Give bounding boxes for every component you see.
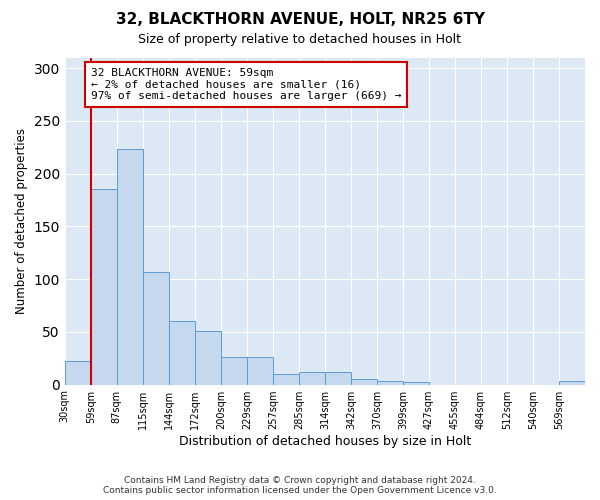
Y-axis label: Number of detached properties: Number of detached properties — [15, 128, 28, 314]
Bar — [143, 272, 169, 384]
Bar — [273, 374, 299, 384]
Bar — [65, 362, 91, 384]
Bar — [325, 372, 351, 384]
Bar — [221, 357, 247, 384]
Bar — [559, 382, 585, 384]
Bar — [169, 322, 195, 384]
Bar — [195, 331, 221, 384]
Bar — [377, 382, 403, 384]
Text: Size of property relative to detached houses in Holt: Size of property relative to detached ho… — [139, 32, 461, 46]
Text: Contains HM Land Registry data © Crown copyright and database right 2024.
Contai: Contains HM Land Registry data © Crown c… — [103, 476, 497, 495]
Bar — [247, 357, 273, 384]
Bar — [351, 380, 377, 384]
Bar — [117, 150, 143, 384]
Bar — [299, 372, 325, 384]
X-axis label: Distribution of detached houses by size in Holt: Distribution of detached houses by size … — [179, 434, 471, 448]
Bar — [403, 382, 429, 384]
Text: 32, BLACKTHORN AVENUE, HOLT, NR25 6TY: 32, BLACKTHORN AVENUE, HOLT, NR25 6TY — [115, 12, 485, 28]
Text: 32 BLACKTHORN AVENUE: 59sqm
← 2% of detached houses are smaller (16)
97% of semi: 32 BLACKTHORN AVENUE: 59sqm ← 2% of deta… — [91, 68, 401, 102]
Bar — [91, 190, 117, 384]
